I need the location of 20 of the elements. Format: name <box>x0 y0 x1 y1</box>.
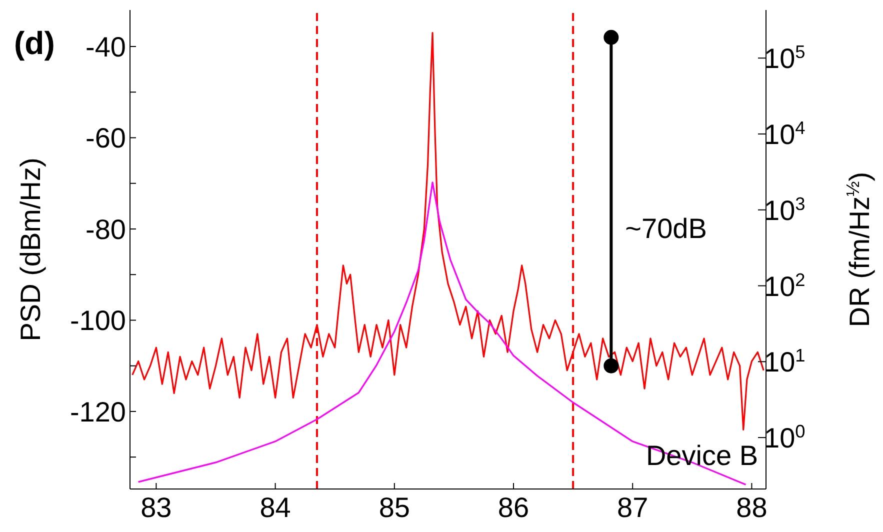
y2-tick-label: 10$^{1}$ <box>764 346 806 378</box>
y-tick-label: -120 <box>70 396 126 428</box>
text: (d) <box>14 25 55 61</box>
y-tick-label: -40 <box>86 31 126 62</box>
y2-tick-label: 10$^{5}$ <box>764 42 806 74</box>
x-tick-label: 83 <box>140 492 172 523</box>
x-tick-label: 88 <box>736 492 768 523</box>
y-axis-title: PSD (dBm/Hz) <box>15 158 46 342</box>
x-tick-label: 86 <box>498 492 530 523</box>
y-tick-label: -80 <box>86 214 126 245</box>
annotation: ~70dB <box>625 213 707 244</box>
y2-tick-label: 10$^{4}$ <box>764 118 806 150</box>
y2-tick-label: 10$^{2}$ <box>764 270 806 302</box>
y-tick-label: -100 <box>70 305 126 336</box>
y2-tick-label: 10$^{0}$ <box>764 422 806 454</box>
y2-tick-label: 10$^{3}$ <box>764 194 806 226</box>
y-tick-label: -60 <box>86 122 126 154</box>
x-tick-label: 84 <box>260 492 291 523</box>
x-tick-label: 85 <box>378 492 410 523</box>
x-tick-label: 87 <box>617 492 648 523</box>
